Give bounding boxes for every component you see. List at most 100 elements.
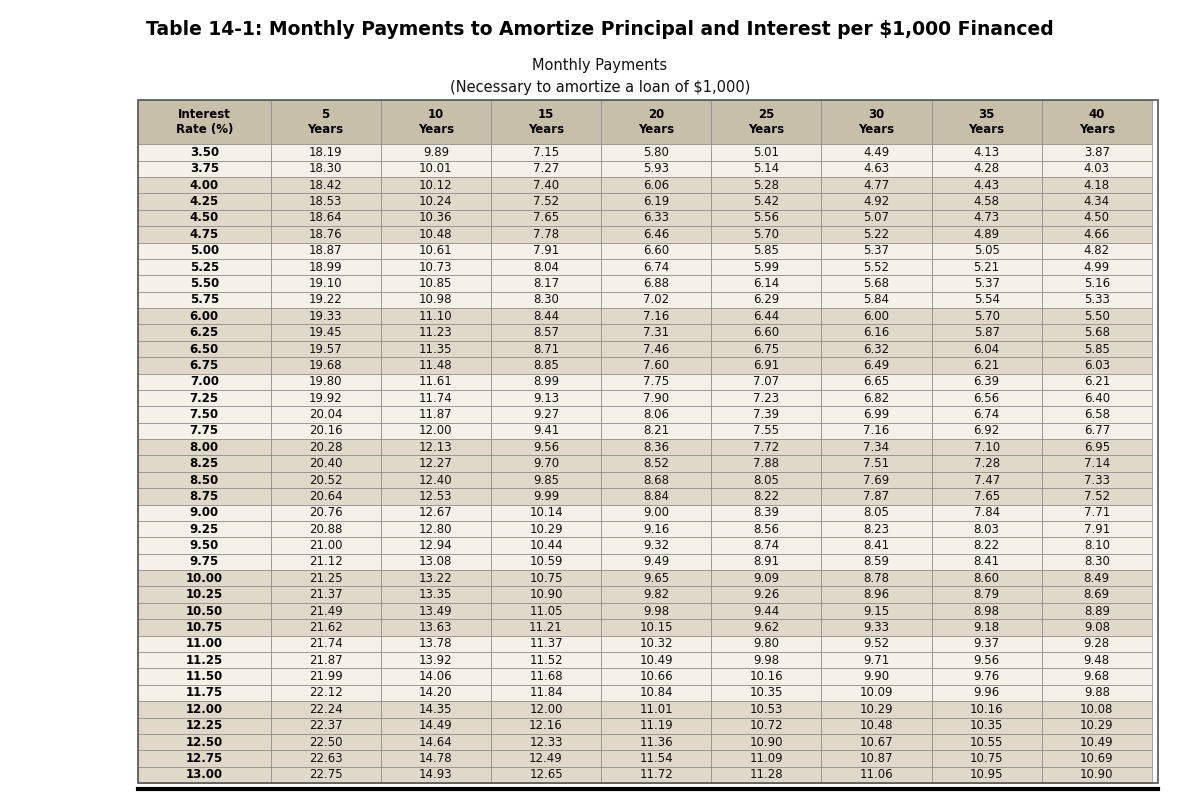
Text: 5.54: 5.54 xyxy=(973,293,1000,306)
Text: 21.87: 21.87 xyxy=(308,654,342,666)
Text: 8.60: 8.60 xyxy=(973,572,1000,585)
Text: 18.30: 18.30 xyxy=(308,162,342,175)
Text: 7.51: 7.51 xyxy=(864,457,889,470)
Text: 8.25: 8.25 xyxy=(190,457,218,470)
Text: 6.95: 6.95 xyxy=(1084,441,1110,454)
Text: Interest
Rate (%): Interest Rate (%) xyxy=(175,108,233,136)
Text: 9.56: 9.56 xyxy=(533,441,559,454)
Text: 11.54: 11.54 xyxy=(640,752,673,765)
Text: 6.00: 6.00 xyxy=(190,310,218,323)
Text: 21.00: 21.00 xyxy=(308,539,342,552)
Text: 12.33: 12.33 xyxy=(529,736,563,749)
Text: 10.48: 10.48 xyxy=(419,228,452,240)
Text: 5.84: 5.84 xyxy=(864,293,889,306)
Text: 10.87: 10.87 xyxy=(859,752,893,765)
Text: 8.44: 8.44 xyxy=(533,310,559,323)
Text: 9.37: 9.37 xyxy=(973,638,1000,650)
Text: 9.15: 9.15 xyxy=(864,605,889,618)
Text: 6.60: 6.60 xyxy=(754,326,779,339)
Text: 9.71: 9.71 xyxy=(863,654,889,666)
Text: 10.90: 10.90 xyxy=(1080,769,1114,781)
Text: 8.68: 8.68 xyxy=(643,474,670,487)
Text: 6.60: 6.60 xyxy=(643,244,670,257)
Text: 22.24: 22.24 xyxy=(308,703,342,716)
Text: 7.46: 7.46 xyxy=(643,343,670,356)
Text: 14.93: 14.93 xyxy=(419,769,452,781)
Text: 9.00: 9.00 xyxy=(643,507,670,519)
Text: 10.14: 10.14 xyxy=(529,507,563,519)
Text: 8.57: 8.57 xyxy=(533,326,559,339)
Text: 19.68: 19.68 xyxy=(308,359,342,372)
Text: 10.09: 10.09 xyxy=(859,686,893,699)
Text: 13.35: 13.35 xyxy=(419,588,452,601)
Text: 6.40: 6.40 xyxy=(1084,392,1110,404)
Text: 4.92: 4.92 xyxy=(863,195,889,208)
Text: 9.25: 9.25 xyxy=(190,523,218,535)
Text: 7.52: 7.52 xyxy=(533,195,559,208)
Text: 8.23: 8.23 xyxy=(864,523,889,535)
Text: 5.85: 5.85 xyxy=(754,244,779,257)
Text: 22.50: 22.50 xyxy=(308,736,342,749)
Text: 19.10: 19.10 xyxy=(308,277,342,290)
Text: 7.75: 7.75 xyxy=(190,424,218,437)
Text: 7.60: 7.60 xyxy=(643,359,670,372)
Text: 6.14: 6.14 xyxy=(754,277,780,290)
Text: 9.70: 9.70 xyxy=(533,457,559,470)
Text: 8.39: 8.39 xyxy=(754,507,779,519)
Text: 12.80: 12.80 xyxy=(419,523,452,535)
Text: 6.50: 6.50 xyxy=(190,343,218,356)
Text: 9.00: 9.00 xyxy=(190,507,218,519)
Text: 9.80: 9.80 xyxy=(754,638,779,650)
Text: 4.34: 4.34 xyxy=(1084,195,1110,208)
Text: 9.65: 9.65 xyxy=(643,572,670,585)
Text: 10.44: 10.44 xyxy=(529,539,563,552)
Text: 10.25: 10.25 xyxy=(186,588,223,601)
Text: 8.78: 8.78 xyxy=(864,572,889,585)
Text: 4.63: 4.63 xyxy=(864,162,889,175)
Text: 11.87: 11.87 xyxy=(419,408,452,421)
Text: 8.30: 8.30 xyxy=(1084,555,1110,568)
Text: 12.13: 12.13 xyxy=(419,441,452,454)
Text: 7.40: 7.40 xyxy=(533,179,559,192)
Text: 7.52: 7.52 xyxy=(1084,490,1110,503)
Text: 5.68: 5.68 xyxy=(864,277,889,290)
Text: 8.69: 8.69 xyxy=(1084,588,1110,601)
Text: 5.00: 5.00 xyxy=(190,244,218,257)
Text: 19.57: 19.57 xyxy=(308,343,342,356)
Text: 9.49: 9.49 xyxy=(643,555,670,568)
Text: 12.65: 12.65 xyxy=(529,769,563,781)
Text: 10.29: 10.29 xyxy=(1080,719,1114,732)
Text: 8.96: 8.96 xyxy=(864,588,889,601)
Text: 11.00: 11.00 xyxy=(186,638,223,650)
Text: 8.21: 8.21 xyxy=(643,424,670,437)
Text: 18.42: 18.42 xyxy=(308,179,342,192)
Text: 22.37: 22.37 xyxy=(308,719,342,732)
Text: 10.16: 10.16 xyxy=(970,703,1003,716)
Text: 7.00: 7.00 xyxy=(190,376,218,388)
Text: Monthly Payments: Monthly Payments xyxy=(533,58,667,73)
Text: 14.06: 14.06 xyxy=(419,670,452,683)
Text: 11.84: 11.84 xyxy=(529,686,563,699)
Text: 6.91: 6.91 xyxy=(754,359,780,372)
Text: 6.58: 6.58 xyxy=(1084,408,1110,421)
Text: 19.80: 19.80 xyxy=(308,376,342,388)
Text: 8.05: 8.05 xyxy=(754,474,779,487)
Text: 5.50: 5.50 xyxy=(1084,310,1110,323)
Text: 6.32: 6.32 xyxy=(864,343,889,356)
Text: 8.22: 8.22 xyxy=(973,539,1000,552)
Text: 8.10: 8.10 xyxy=(1084,539,1110,552)
Text: 19.45: 19.45 xyxy=(308,326,342,339)
Text: 10.85: 10.85 xyxy=(419,277,452,290)
Text: 7.34: 7.34 xyxy=(864,441,889,454)
Text: 11.50: 11.50 xyxy=(186,670,223,683)
Text: 22.63: 22.63 xyxy=(308,752,342,765)
Text: 5.28: 5.28 xyxy=(754,179,779,192)
Text: 8.89: 8.89 xyxy=(1084,605,1110,618)
Text: 8.17: 8.17 xyxy=(533,277,559,290)
Text: 12.25: 12.25 xyxy=(186,719,223,732)
Text: 6.92: 6.92 xyxy=(973,424,1000,437)
Text: 10.53: 10.53 xyxy=(750,703,784,716)
Text: 9.96: 9.96 xyxy=(973,686,1000,699)
Text: 9.89: 9.89 xyxy=(422,146,449,159)
Text: 18.53: 18.53 xyxy=(308,195,342,208)
